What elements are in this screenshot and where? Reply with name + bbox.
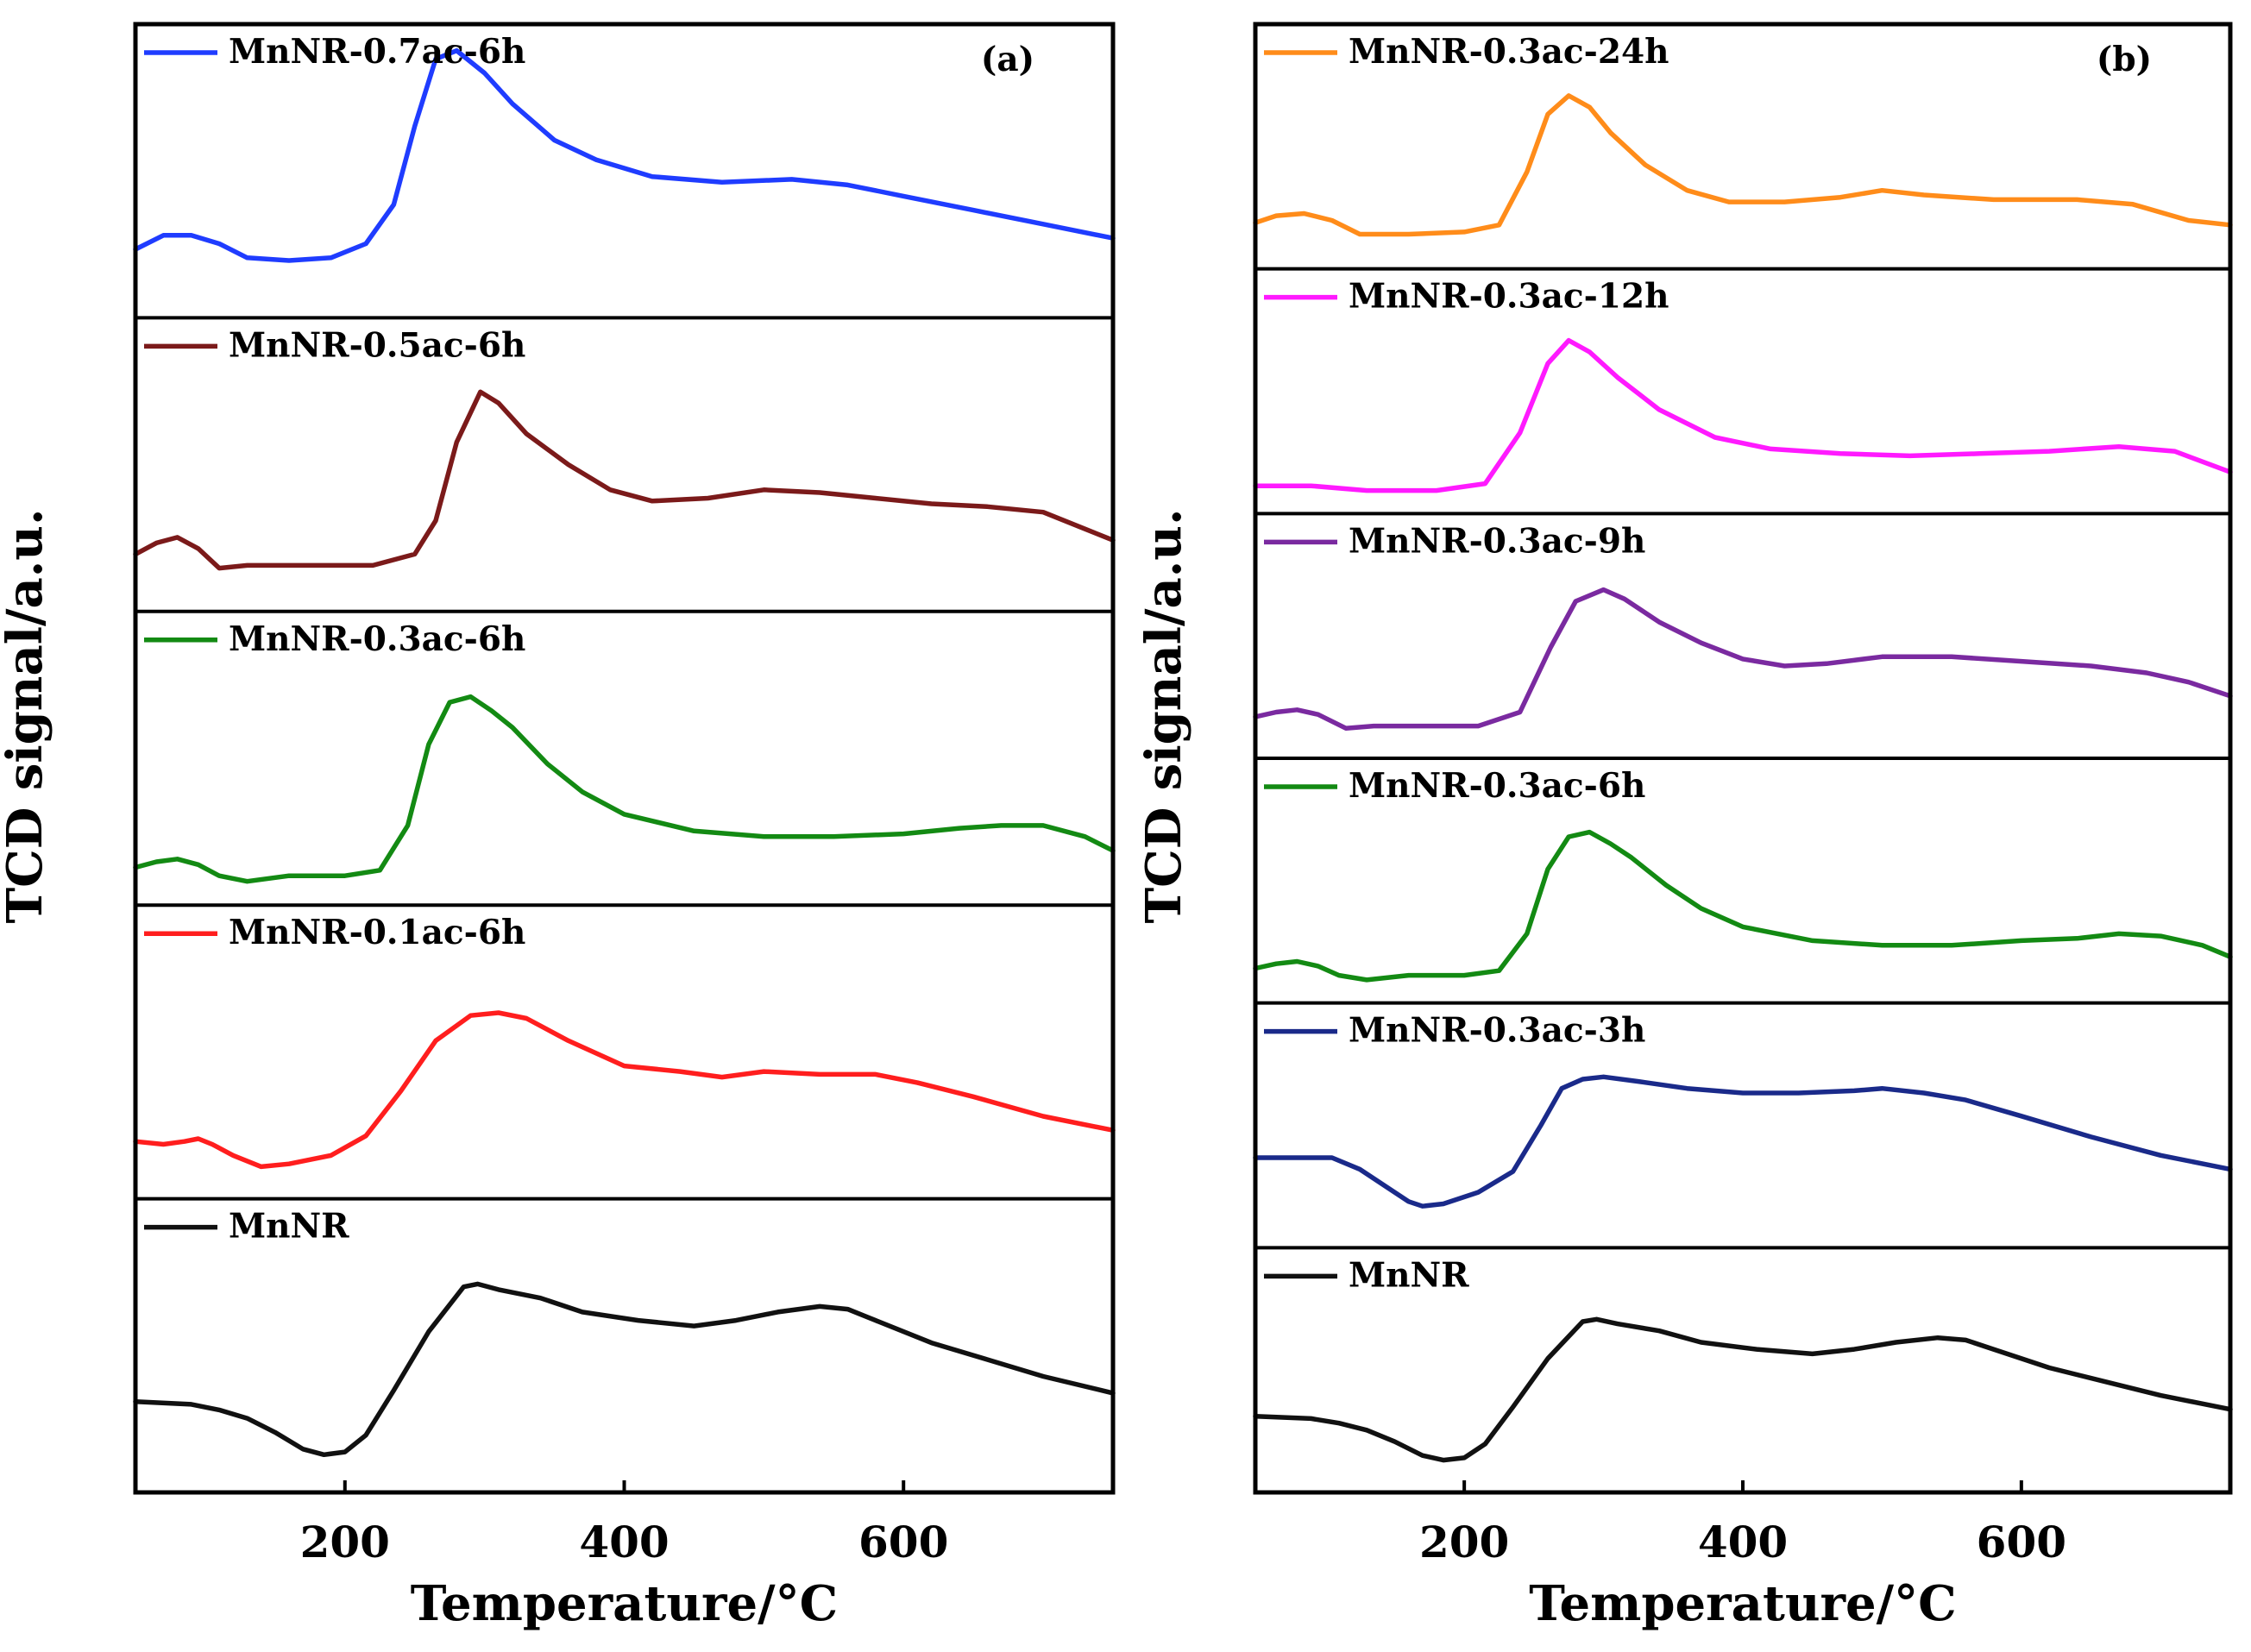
legend-label-mnnr-0-3ac-6h: MnNR-0.3ac-6h	[229, 619, 525, 659]
legend-label-mnnr-0-3ac-3h: MnNR-0.3ac-3h	[1349, 1011, 1645, 1051]
series-line-mnnr-0-5ac-6h	[133, 389, 1116, 571]
series-line-mnnr	[133, 1281, 1116, 1458]
y-axis-title: TCD signal/a.u.	[0, 509, 53, 924]
series-line-mnnr-0-3ac-9h	[1253, 587, 2233, 731]
series-line-mnnr-0-3ac-6h	[133, 694, 1116, 884]
legend-label-mnnr-0-3ac-12h: MnNR-0.3ac-12h	[1349, 277, 1669, 317]
legend-label-mnnr-0-3ac-6h: MnNR-0.3ac-6h	[1349, 766, 1645, 806]
x-axis-title: Temperature/°C	[411, 1575, 838, 1632]
legend-label-mnnr-0-1ac-6h: MnNR-0.1ac-6h	[229, 913, 525, 952]
plot-frame	[133, 22, 1116, 1495]
series-line-mnnr-0-3ac-12h	[1253, 337, 2233, 493]
panel-label: (a)	[981, 40, 1034, 79]
x-tick-label-400: 400	[1698, 1517, 1788, 1567]
series-line-mnnr-0-7ac-6h	[133, 47, 1116, 263]
y-axis-title: TCD signal/a.u.	[1135, 509, 1192, 924]
panel-label: (b)	[2097, 40, 2152, 79]
series-line-mnnr-0-3ac-3h	[1253, 1074, 2233, 1209]
legend-label-mnnr-0-5ac-6h: MnNR-0.5ac-6h	[229, 325, 525, 365]
series-line-mnnr-0-3ac-24h	[1253, 93, 2233, 237]
x-tick-label-200: 200	[300, 1517, 390, 1567]
legend-label-mnnr: MnNR	[229, 1207, 349, 1247]
legend-label-mnnr-0-7ac-6h: MnNR-0.7ac-6h	[229, 32, 525, 72]
panel-a: MnNR-0.7ac-6h MnNR-0.5ac-6h MnNR-0.3ac-6h M…	[0, 22, 1116, 1632]
legend-label-mnnr: MnNR	[1349, 1255, 1469, 1295]
x-tick-label-600: 600	[858, 1517, 948, 1567]
x-tick-label-200: 200	[1419, 1517, 1509, 1567]
x-tick-label-600: 600	[1977, 1517, 2066, 1567]
series-line-mnnr-0-1ac-6h	[133, 1010, 1116, 1170]
x-axis-title: Temperature/°C	[1529, 1575, 1956, 1632]
x-tick-label-400: 400	[579, 1517, 669, 1567]
series-line-mnnr	[1253, 1316, 2233, 1463]
series-line-mnnr-0-3ac-6h	[1253, 829, 2233, 983]
panel-b: MnNR-0.3ac-24h MnNR-0.3ac-12h MnNR-0.3ac-9…	[1135, 22, 2233, 1632]
legend-label-mnnr-0-3ac-24h: MnNR-0.3ac-24h	[1349, 32, 1669, 72]
legend-label-mnnr-0-3ac-9h: MnNR-0.3ac-9h	[1349, 521, 1645, 561]
